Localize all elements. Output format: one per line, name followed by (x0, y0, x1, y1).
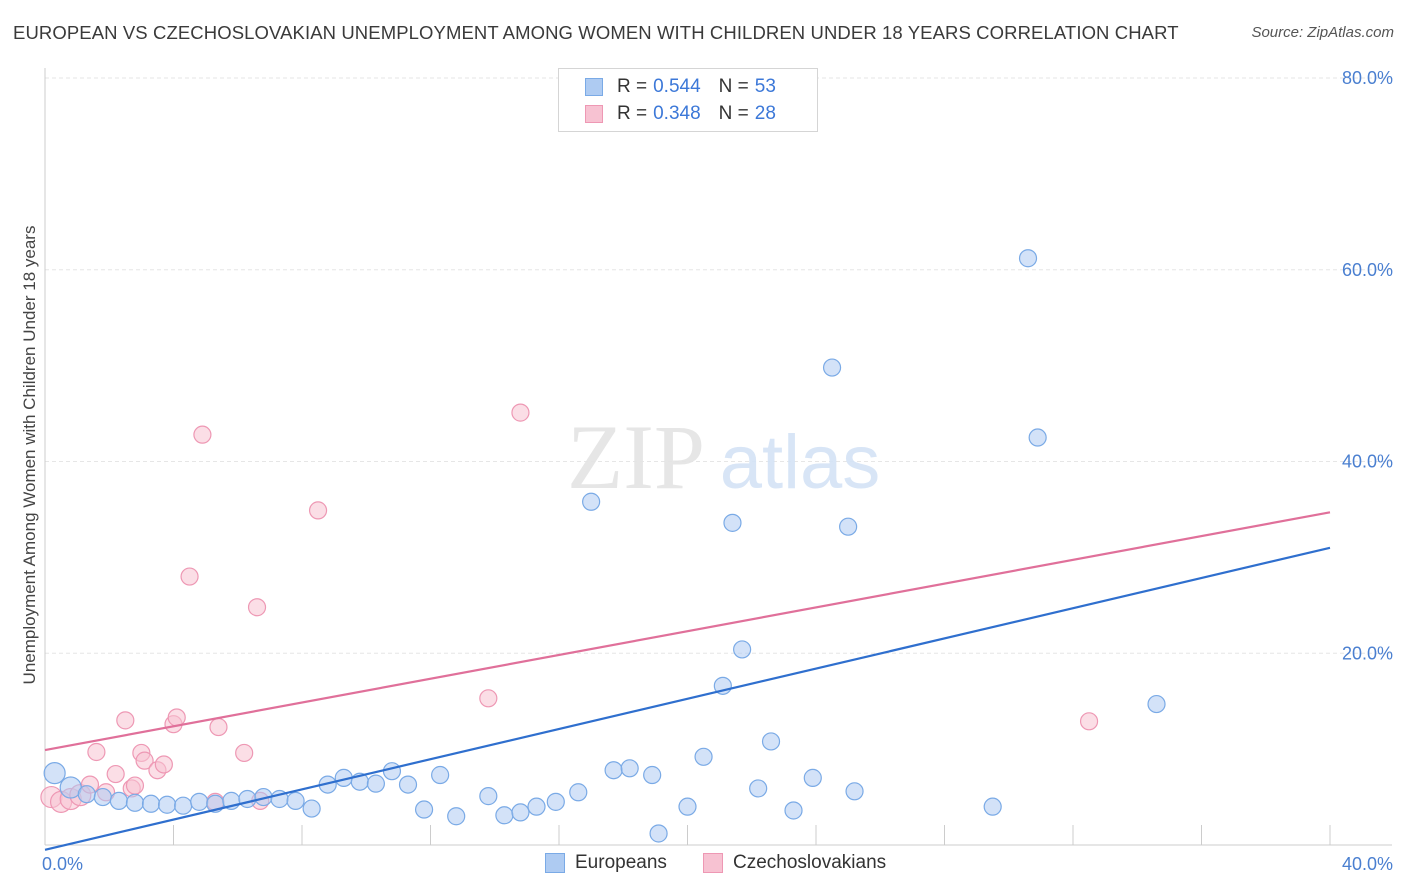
trendline-czechoslovakians (44, 511, 1331, 752)
data-point (135, 751, 154, 770)
data-point (414, 800, 434, 819)
data-point (620, 759, 639, 778)
data-point (93, 787, 112, 807)
data-point (167, 708, 186, 727)
y-tick-label: 80.0% (1342, 68, 1393, 88)
tick-labels: 20.0% 40.0% 60.0% 80.0% 0.0% 40.0% (42, 68, 1393, 874)
data-point (983, 797, 1002, 816)
data-point (235, 743, 254, 763)
data-point (694, 747, 713, 766)
data-point (286, 791, 305, 810)
europeans-swatch (585, 78, 603, 96)
bottom-legend-europeans: Europeans (545, 852, 667, 874)
data-point (382, 762, 402, 781)
data-point (845, 782, 864, 801)
data-point (398, 775, 418, 794)
data-point (87, 742, 106, 762)
data-point (678, 797, 697, 816)
watermark-zip: ZIP (567, 406, 705, 508)
data-point (109, 791, 128, 810)
data-point (649, 824, 668, 843)
data-point (174, 796, 193, 815)
data-point (749, 779, 768, 798)
data-point (1028, 428, 1047, 447)
watermark-atlas: atlas (720, 420, 881, 505)
chart-title: EUROPEAN VS CZECHOSLOVAKIAN UNEMPLOYMENT… (13, 22, 1179, 43)
legend-n-value: 53 (754, 76, 776, 97)
x-tick-label: 40.0% (1342, 854, 1393, 874)
data-point (180, 567, 199, 586)
legend-r-label: R = (617, 103, 648, 124)
data-point (247, 598, 267, 617)
data-point (803, 768, 822, 787)
data-point (582, 492, 601, 511)
data-point (43, 761, 66, 785)
data-point (839, 517, 858, 536)
data-point (154, 755, 173, 774)
data-point (141, 794, 161, 813)
y-tick-label: 20.0% (1342, 643, 1393, 663)
data-point (366, 774, 385, 793)
legend-r-value: 0.544 (653, 76, 701, 97)
data-point (308, 501, 328, 520)
source-label: Source: ZipAtlas.com (1251, 24, 1394, 41)
x-tick-label: 0.0% (42, 854, 83, 874)
data-point (479, 689, 498, 708)
legend-n-label: N = (718, 103, 749, 124)
legend-n-label: N = (718, 76, 749, 97)
y-tick-label: 60.0% (1342, 260, 1393, 280)
axes (44, 68, 1392, 846)
bottom-legend-czechoslovakians: Czechoslovakians (703, 852, 886, 874)
data-point (784, 801, 803, 820)
data-point (1147, 694, 1166, 714)
data-point (495, 806, 514, 825)
data-point (209, 717, 228, 737)
europeans-label: Europeans (575, 852, 667, 873)
data-point (125, 793, 145, 812)
data-point (733, 640, 752, 659)
data-point (604, 761, 623, 780)
data-point (157, 795, 177, 814)
data-point (1018, 249, 1038, 268)
data-point (511, 803, 530, 822)
data-point (106, 764, 125, 784)
legend-n-value: 28 (754, 103, 776, 124)
watermark: ZIP atlas (567, 406, 880, 508)
data-point (527, 797, 546, 816)
data-point (190, 792, 209, 811)
legend-row-europeans: R = 0.544 N = 53 (585, 74, 776, 100)
europeans-swatch (545, 853, 565, 873)
data-point (569, 783, 588, 802)
data-point (1079, 712, 1099, 731)
legend-r-value: 0.348 (653, 103, 701, 124)
data-point (125, 776, 145, 795)
data-point (116, 711, 135, 730)
trendline-europeans (44, 546, 1331, 851)
data-point (723, 513, 742, 532)
series-europeans (43, 249, 1166, 843)
data-point (546, 792, 565, 811)
data-point (643, 765, 662, 785)
legend-r-label: R = (617, 76, 648, 97)
data-point (511, 403, 530, 422)
y-axis-label: Unemployment Among Women with Children U… (20, 226, 39, 685)
data-point (77, 785, 96, 804)
data-point (447, 807, 466, 826)
data-point (479, 787, 498, 806)
trendlines (44, 511, 1331, 851)
data-point (822, 358, 842, 377)
czechoslovakians-swatch (703, 853, 723, 873)
data-point (238, 789, 257, 809)
data-point (193, 425, 212, 444)
data-point (761, 732, 781, 751)
y-tick-label: 40.0% (1342, 452, 1393, 472)
data-point (302, 799, 321, 818)
czechoslovakians-swatch (585, 105, 603, 123)
legend: R = 0.544 N = 53 R = 0.348 N = 28 (558, 68, 818, 132)
legend-row-czechoslovakians: R = 0.348 N = 28 (585, 101, 776, 127)
data-point (431, 765, 450, 785)
czechoslovakians-label: Czechoslovakians (733, 852, 887, 873)
grid-lines (45, 77, 1392, 654)
